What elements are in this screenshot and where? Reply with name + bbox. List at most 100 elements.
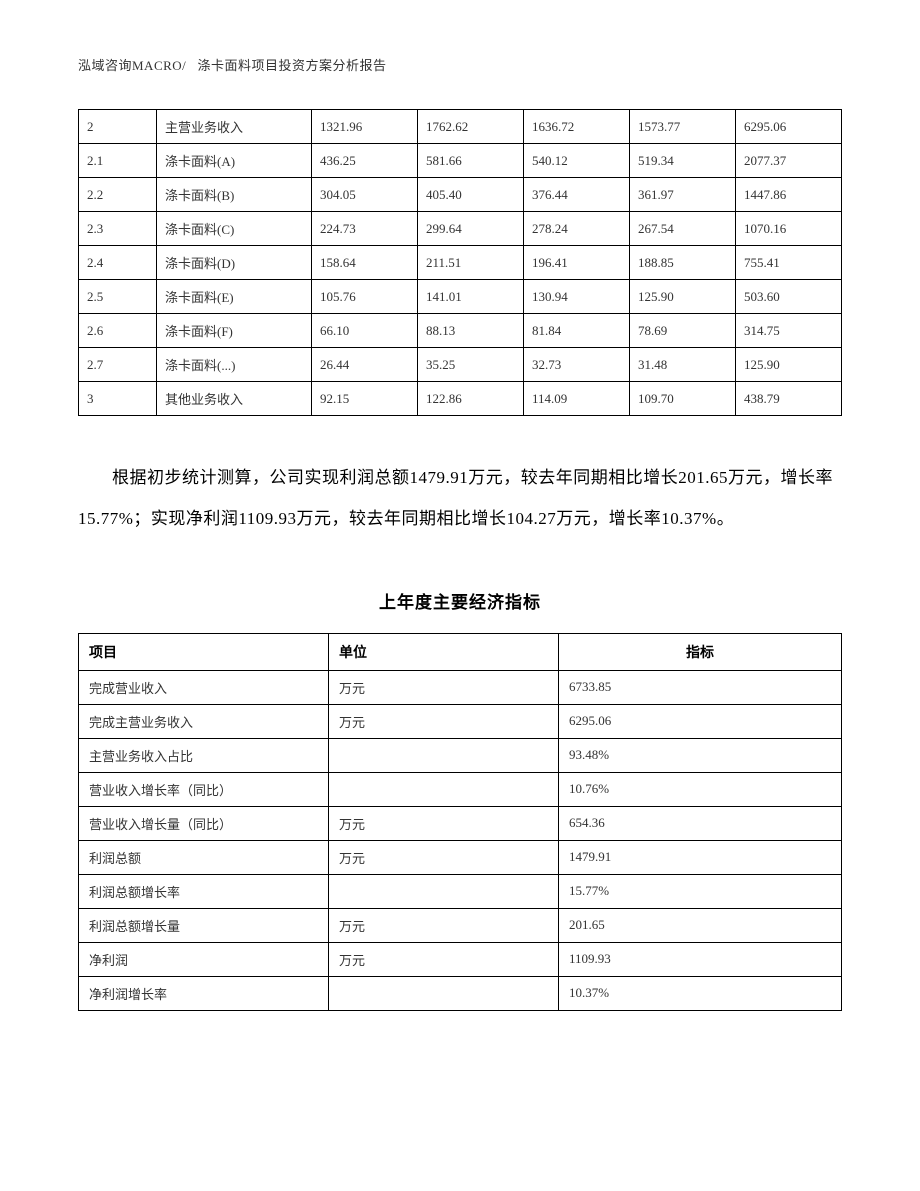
table-row: 净利润增长率10.37%	[79, 976, 842, 1010]
table-cell: 利润总额增长量	[79, 908, 329, 942]
table-cell: 122.86	[418, 382, 524, 416]
table-cell: 万元	[329, 704, 559, 738]
table-row: 2.4涤卡面料(D)158.64211.51196.41188.85755.41	[79, 246, 842, 280]
table-cell: 1762.62	[418, 110, 524, 144]
table-row: 营业收入增长量（同比）万元654.36	[79, 806, 842, 840]
table-cell: 6733.85	[559, 670, 842, 704]
table-row: 完成主营业务收入万元6295.06	[79, 704, 842, 738]
table-cell: 15.77%	[559, 874, 842, 908]
table-cell: 66.10	[312, 314, 418, 348]
table-cell: 438.79	[736, 382, 842, 416]
table-row: 完成营业收入万元6733.85	[79, 670, 842, 704]
table-cell: 755.41	[736, 246, 842, 280]
table-cell: 1636.72	[524, 110, 630, 144]
table-cell: 109.70	[630, 382, 736, 416]
table-cell: 81.84	[524, 314, 630, 348]
table-cell: 营业收入增长量（同比）	[79, 806, 329, 840]
table-cell: 581.66	[418, 144, 524, 178]
table-cell: 2077.37	[736, 144, 842, 178]
table-cell: 92.15	[312, 382, 418, 416]
table-cell: 万元	[329, 840, 559, 874]
table-cell: 436.25	[312, 144, 418, 178]
indicators-header-value: 指标	[559, 633, 842, 670]
table-cell: 304.05	[312, 178, 418, 212]
table-cell: 主营业务收入	[157, 110, 312, 144]
table-cell: 211.51	[418, 246, 524, 280]
table-cell: 主营业务收入占比	[79, 738, 329, 772]
revenue-table: 2主营业务收入1321.961762.621636.721573.776295.…	[78, 109, 842, 416]
table-cell: 1109.93	[559, 942, 842, 976]
table-cell: 267.54	[630, 212, 736, 246]
table-cell: 105.76	[312, 280, 418, 314]
table-cell: 2	[79, 110, 157, 144]
table-cell: 88.13	[418, 314, 524, 348]
revenue-table-body: 2主营业务收入1321.961762.621636.721573.776295.…	[79, 110, 842, 416]
table-cell: 503.60	[736, 280, 842, 314]
table-cell	[329, 772, 559, 806]
table-cell: 78.69	[630, 314, 736, 348]
table-cell: 519.34	[630, 144, 736, 178]
table-cell	[329, 738, 559, 772]
table-cell: 2.1	[79, 144, 157, 178]
table-cell: 涤卡面料(A)	[157, 144, 312, 178]
table-row: 2.3涤卡面料(C)224.73299.64278.24267.541070.1…	[79, 212, 842, 246]
table-cell: 涤卡面料(E)	[157, 280, 312, 314]
table-cell: 376.44	[524, 178, 630, 212]
table-cell: 201.65	[559, 908, 842, 942]
table-cell: 万元	[329, 806, 559, 840]
table-cell: 2.2	[79, 178, 157, 212]
table-row: 利润总额增长率 15.77%	[79, 874, 842, 908]
table-cell: 6295.06	[736, 110, 842, 144]
table-cell: 利润总额增长率	[79, 874, 329, 908]
table-cell: 35.25	[418, 348, 524, 382]
table-row: 2.1涤卡面料(A)436.25581.66540.12519.342077.3…	[79, 144, 842, 178]
table-cell: 405.40	[418, 178, 524, 212]
table-cell: 万元	[329, 670, 559, 704]
table-cell: 6295.06	[559, 704, 842, 738]
table-cell: 31.48	[630, 348, 736, 382]
indicators-table: 项目 单位 指标 完成营业收入万元6733.85完成主营业务收入万元6295.0…	[78, 633, 842, 1011]
table-cell: 万元	[329, 942, 559, 976]
table-cell: 2.7	[79, 348, 157, 382]
table-cell: 278.24	[524, 212, 630, 246]
table-cell: 1479.91	[559, 840, 842, 874]
table-row: 营业收入增长率（同比） 10.76%	[79, 772, 842, 806]
table-cell: 141.01	[418, 280, 524, 314]
table-cell: 10.76%	[559, 772, 842, 806]
table-cell: 完成营业收入	[79, 670, 329, 704]
table-row: 利润总额增长量万元201.65	[79, 908, 842, 942]
table-row: 2.7涤卡面料(...)26.4435.2532.7331.48125.90	[79, 348, 842, 382]
table-cell: 涤卡面料(F)	[157, 314, 312, 348]
table-cell: 涤卡面料(D)	[157, 246, 312, 280]
table-cell: 营业收入增长率（同比）	[79, 772, 329, 806]
table-cell: 2.4	[79, 246, 157, 280]
table-cell: 万元	[329, 908, 559, 942]
table-cell: 130.94	[524, 280, 630, 314]
table-row: 3其他业务收入92.15122.86114.09109.70438.79	[79, 382, 842, 416]
table-row: 2主营业务收入1321.961762.621636.721573.776295.…	[79, 110, 842, 144]
page-header: 泓域咨询MACRO/ 涤卡面料项目投资方案分析报告	[78, 55, 842, 74]
indicators-header-row: 项目 单位 指标	[79, 633, 842, 670]
table-cell: 涤卡面料(...)	[157, 348, 312, 382]
header-right: 涤卡面料项目投资方案分析报告	[198, 58, 387, 73]
table-cell: 3	[79, 382, 157, 416]
table-cell: 1573.77	[630, 110, 736, 144]
table-cell: 125.90	[630, 280, 736, 314]
table-cell: 158.64	[312, 246, 418, 280]
table-cell: 540.12	[524, 144, 630, 178]
table-cell: 26.44	[312, 348, 418, 382]
table-cell	[329, 976, 559, 1010]
table-cell: 净利润	[79, 942, 329, 976]
table-cell: 10.37%	[559, 976, 842, 1010]
table-row: 2.2涤卡面料(B)304.05405.40376.44361.971447.8…	[79, 178, 842, 212]
indicators-table-body: 完成营业收入万元6733.85完成主营业务收入万元6295.06主营业务收入占比…	[79, 670, 842, 1010]
header-left: 泓域咨询MACRO/	[78, 58, 186, 73]
section-title: 上年度主要经济指标	[78, 588, 842, 613]
table-cell: 114.09	[524, 382, 630, 416]
table-cell: 1321.96	[312, 110, 418, 144]
indicators-header-unit: 单位	[329, 633, 559, 670]
table-cell: 2.3	[79, 212, 157, 246]
table-cell: 利润总额	[79, 840, 329, 874]
table-row: 主营业务收入占比93.48%	[79, 738, 842, 772]
summary-paragraph: 根据初步统计测算，公司实现利润总额1479.91万元，较去年同期相比增长201.…	[78, 458, 842, 540]
